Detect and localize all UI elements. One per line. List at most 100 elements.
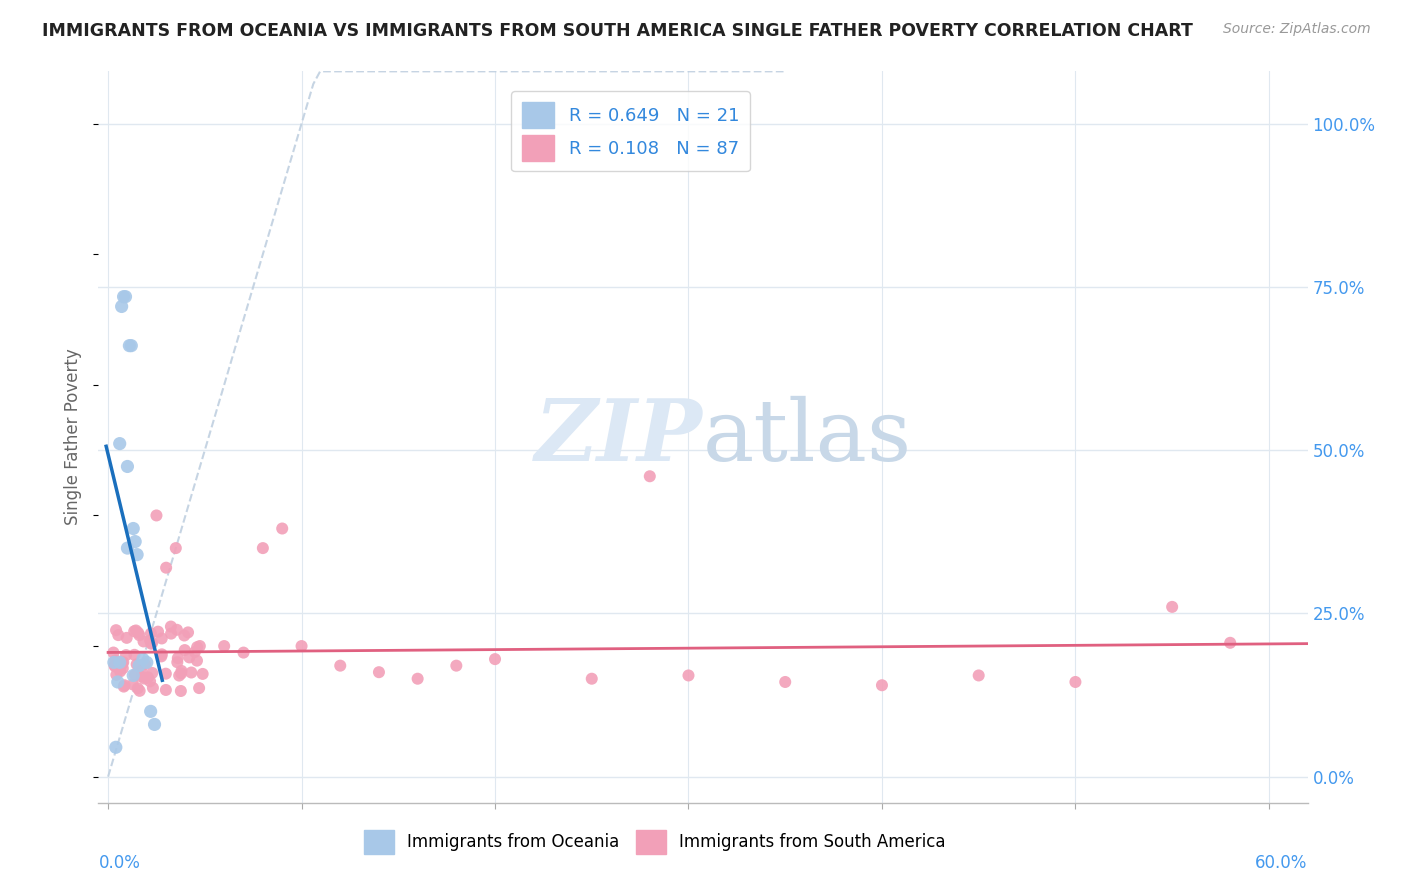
- Point: [107, 628, 129, 642]
- Point: [127, 548, 149, 562]
- Point: [111, 657, 134, 671]
- Point: [139, 633, 162, 648]
- Point: [638, 469, 661, 483]
- Point: [155, 682, 177, 697]
- Point: [120, 339, 142, 353]
- Point: [139, 626, 162, 640]
- Point: [135, 656, 157, 670]
- Point: [118, 339, 141, 353]
- Text: atlas: atlas: [703, 395, 912, 479]
- Point: [135, 671, 157, 685]
- Point: [1064, 675, 1087, 690]
- Point: [150, 649, 173, 664]
- Point: [329, 658, 352, 673]
- Point: [139, 674, 162, 689]
- Point: [186, 654, 208, 668]
- Point: [446, 658, 468, 673]
- Point: [110, 665, 132, 679]
- Text: 0.0%: 0.0%: [98, 854, 141, 872]
- Point: [128, 683, 150, 698]
- Point: [117, 459, 139, 474]
- Point: [166, 623, 188, 637]
- Point: [160, 619, 183, 633]
- Point: [122, 624, 145, 639]
- Point: [870, 678, 893, 692]
- Point: [114, 290, 136, 304]
- Point: [124, 668, 146, 682]
- Point: [141, 636, 163, 650]
- Point: [271, 521, 294, 535]
- Point: [186, 640, 208, 654]
- Point: [160, 626, 183, 640]
- Point: [406, 672, 429, 686]
- Text: 60.0%: 60.0%: [1256, 854, 1308, 872]
- Point: [125, 624, 148, 638]
- Point: [125, 657, 148, 672]
- Point: [105, 623, 128, 637]
- Point: [143, 717, 166, 731]
- Point: [170, 684, 193, 698]
- Point: [114, 678, 136, 692]
- Point: [484, 652, 506, 666]
- Point: [173, 628, 195, 642]
- Y-axis label: Single Father Poverty: Single Father Poverty: [65, 349, 83, 525]
- Point: [104, 653, 127, 667]
- Point: [155, 560, 177, 574]
- Point: [104, 740, 127, 755]
- Point: [128, 628, 150, 642]
- Point: [184, 645, 207, 659]
- Point: [165, 541, 187, 555]
- Point: [104, 659, 127, 673]
- Point: [170, 664, 193, 678]
- Point: [132, 634, 155, 648]
- Point: [129, 663, 152, 677]
- Point: [104, 658, 127, 673]
- Point: [180, 665, 202, 680]
- Point: [142, 681, 165, 695]
- Point: [117, 541, 139, 555]
- Point: [129, 669, 152, 683]
- Point: [252, 541, 274, 555]
- Point: [103, 646, 125, 660]
- Point: [139, 705, 162, 719]
- Point: [1219, 636, 1241, 650]
- Point: [112, 290, 135, 304]
- Point: [108, 436, 131, 450]
- Point: [188, 681, 211, 695]
- Point: [179, 650, 201, 665]
- Point: [141, 665, 163, 680]
- Point: [167, 668, 190, 682]
- Point: [111, 300, 134, 314]
- Point: [173, 643, 195, 657]
- Point: [128, 658, 150, 673]
- Point: [177, 625, 200, 640]
- Point: [232, 646, 254, 660]
- Legend: Immigrants from Oceania, Immigrants from South America: Immigrants from Oceania, Immigrants from…: [357, 823, 952, 860]
- Point: [121, 677, 143, 691]
- Point: [166, 655, 188, 669]
- Point: [150, 632, 173, 646]
- Point: [112, 655, 135, 669]
- Point: [124, 534, 146, 549]
- Point: [127, 681, 149, 696]
- Point: [105, 668, 128, 682]
- Point: [1161, 599, 1184, 614]
- Point: [150, 648, 173, 662]
- Point: [108, 656, 131, 670]
- Point: [122, 521, 145, 535]
- Point: [127, 625, 149, 640]
- Text: IMMIGRANTS FROM OCEANIA VS IMMIGRANTS FROM SOUTH AMERICA SINGLE FATHER POVERTY C: IMMIGRANTS FROM OCEANIA VS IMMIGRANTS FR…: [42, 22, 1194, 40]
- Point: [678, 668, 700, 682]
- Point: [115, 648, 138, 662]
- Point: [581, 672, 603, 686]
- Point: [141, 637, 163, 651]
- Point: [132, 652, 155, 666]
- Point: [124, 648, 146, 662]
- Point: [155, 666, 177, 681]
- Point: [107, 675, 129, 690]
- Text: Source: ZipAtlas.com: Source: ZipAtlas.com: [1223, 22, 1371, 37]
- Point: [112, 680, 135, 694]
- Point: [368, 665, 391, 680]
- Text: ZIP: ZIP: [536, 395, 703, 479]
- Point: [166, 651, 188, 665]
